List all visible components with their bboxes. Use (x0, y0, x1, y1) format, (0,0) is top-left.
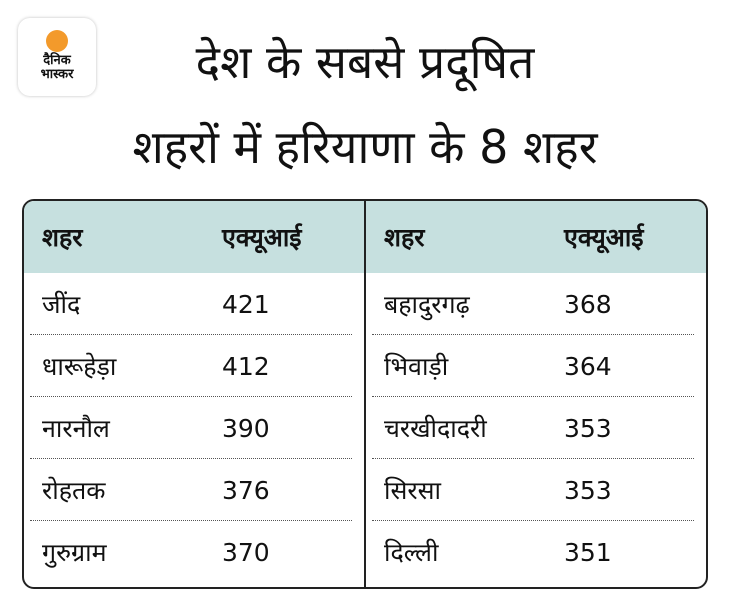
aqi-cell: 368 (564, 289, 612, 319)
city-cell: भिवाड़ी (384, 352, 449, 381)
aqi-cell: 370 (222, 537, 270, 567)
table-row: नारनौल 390 (24, 397, 364, 459)
aqi-header: एक्यूआई (222, 223, 302, 252)
table-row: भिवाड़ी 364 (366, 335, 706, 397)
city-cell: गुरुग्राम (42, 538, 107, 567)
title-line1: देश के सबसे प्रदूषित (195, 35, 535, 89)
city-cell: सिरसा (384, 476, 441, 505)
city-cell: जींद (42, 290, 81, 319)
aqi-cell: 390 (222, 413, 270, 443)
table-row: धारूहेड़ा 412 (24, 335, 364, 397)
table-row: जींद 421 (24, 273, 364, 335)
dainik-bhaskar-logo: दैनिक भास्कर (18, 18, 96, 96)
aqi-header: एक्यूआई (564, 223, 644, 252)
aqi-cell: 351 (564, 537, 612, 567)
aqi-cell: 353 (564, 413, 612, 443)
table-column: शहर एक्यूआई बहादुरगढ़ 368 भिवाड़ी 364 चर… (364, 201, 706, 587)
table-row: सिरसा 353 (366, 459, 706, 521)
aqi-cell: 364 (564, 351, 612, 381)
city-cell: दिल्ली (384, 538, 439, 567)
aqi-cell: 421 (222, 289, 270, 319)
title-line2: शहरों में हरियाणा के 8 शहर (132, 120, 598, 174)
aqi-cell: 412 (222, 351, 270, 381)
city-cell: बहादुरगढ़ (384, 290, 470, 319)
table-header: शहर एक्यूआई (24, 201, 364, 273)
table-header: शहर एक्यूआई (366, 201, 706, 273)
table-row: दिल्ली 351 (366, 521, 706, 583)
aqi-cell: 353 (564, 475, 612, 505)
table-row: चरखीदादरी 353 (366, 397, 706, 459)
table-row: गुरुग्राम 370 (24, 521, 364, 583)
sun-icon (46, 30, 68, 52)
table-row: रोहतक 376 (24, 459, 364, 521)
logo-line1: दैनिक (43, 53, 71, 68)
city-cell: रोहतक (42, 476, 106, 505)
city-cell: चरखीदादरी (384, 414, 487, 443)
city-cell: धारूहेड़ा (42, 352, 117, 381)
table-column: शहर एक्यूआई जींद 421 धारूहेड़ा 412 नारनौ… (24, 201, 364, 587)
aqi-cell: 376 (222, 475, 270, 505)
aqi-table: शहर एक्यूआई जींद 421 धारूहेड़ा 412 नारनौ… (22, 199, 708, 589)
table-row: बहादुरगढ़ 368 (366, 273, 706, 335)
city-header: शहर (384, 223, 425, 252)
city-header: शहर (42, 223, 83, 252)
city-cell: नारनौल (42, 414, 110, 443)
logo-line2: भास्कर (40, 67, 74, 82)
